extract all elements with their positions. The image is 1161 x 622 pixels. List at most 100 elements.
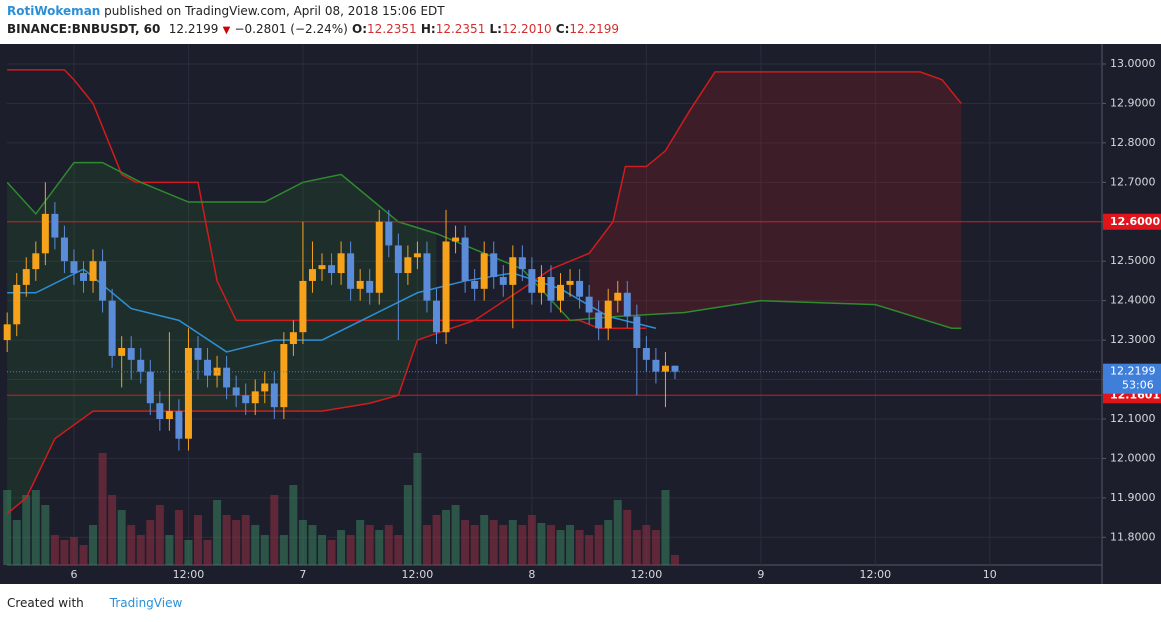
y-tick-label: 11.8000	[1110, 530, 1156, 543]
volume-bar	[575, 530, 584, 565]
volume-bar	[146, 520, 155, 565]
candle-body	[366, 280, 374, 293]
volume-bar	[127, 525, 136, 565]
candle-body	[289, 332, 297, 345]
volume-bar	[327, 540, 336, 565]
volume-bar	[232, 520, 241, 565]
down-arrow: ▼	[222, 25, 231, 36]
candle-body	[137, 359, 145, 372]
candle-body	[328, 265, 336, 274]
volume-bar	[184, 540, 193, 565]
candle-body	[623, 292, 631, 317]
candle-body	[671, 365, 679, 372]
y-tick-label: 12.7000	[1110, 175, 1156, 188]
volume-bar	[108, 495, 117, 565]
candle-body	[32, 253, 40, 270]
volume-bar	[461, 520, 470, 565]
candle-body	[499, 276, 507, 285]
candle-body	[299, 280, 307, 333]
volume-bar	[298, 520, 307, 565]
candle-body	[261, 383, 269, 392]
candle-body	[175, 411, 183, 439]
candle-body	[537, 276, 545, 293]
volume-bar	[174, 510, 183, 565]
candle-body	[80, 273, 88, 281]
candle-body	[337, 253, 345, 274]
volume-bar	[12, 520, 21, 565]
volume-bar	[279, 535, 288, 565]
candle-body	[308, 269, 316, 281]
candle-body	[480, 253, 488, 289]
ohlc-key: H:	[420, 22, 436, 36]
candle-body	[528, 269, 536, 293]
candle-body	[375, 221, 383, 293]
candle-body	[194, 347, 202, 360]
volume-bar	[203, 540, 212, 565]
volume-bar	[480, 515, 489, 565]
x-tick-label: 8	[528, 568, 535, 581]
volume-bar	[136, 535, 145, 565]
ohlc-key: C:	[555, 22, 570, 36]
ohlc-key: L:	[489, 22, 502, 36]
candle-body	[661, 365, 669, 372]
candle-body	[471, 280, 479, 289]
volume-bar	[537, 523, 546, 565]
volume-bar	[356, 520, 365, 565]
symbol-line: BINANCE:BNBUSDT, 60 12.2199 ▼ −0.2801 (−…	[7, 22, 619, 36]
candle-body	[165, 411, 173, 419]
ohlc-value: 12.2351	[435, 22, 486, 36]
candle-body	[432, 300, 440, 333]
candle-body	[557, 284, 565, 301]
volume-bar	[165, 535, 174, 565]
candle-body	[70, 261, 78, 274]
volume-bar	[518, 525, 527, 565]
ohlc: O:12.2351 H:12.2351 L:12.2010 C:12.2199	[352, 22, 619, 36]
published: published on TradingView.com, April 08, …	[104, 4, 445, 18]
candle-body	[118, 347, 126, 356]
indicator-line	[7, 69, 647, 330]
volume-bar	[3, 490, 12, 565]
y-tick-label: 11.9000	[1110, 491, 1156, 504]
volume-bar	[222, 515, 231, 565]
candle-body	[51, 213, 59, 238]
author[interactable]: RotiWokeman	[7, 4, 101, 18]
volume-bar	[451, 505, 460, 565]
volume-bar	[651, 530, 660, 565]
price-tag	[1103, 363, 1161, 394]
candle-body	[509, 257, 517, 285]
candle-body	[404, 257, 412, 274]
footer: Created with TradingView	[7, 596, 182, 610]
y-tick-label: 12.0000	[1110, 451, 1156, 464]
created: Created with	[7, 596, 84, 610]
volume-bar	[661, 490, 670, 565]
volume-bar	[556, 530, 565, 565]
volume-bar	[642, 525, 651, 565]
candle-body	[356, 280, 364, 289]
ohlc-value: 12.2351	[367, 22, 417, 36]
candle-body	[413, 253, 421, 258]
volume-bar	[337, 530, 346, 565]
background	[0, 44, 1161, 584]
price-tag	[1103, 213, 1161, 230]
volume-bar	[50, 535, 59, 565]
candle-body	[99, 261, 107, 301]
y-tick-label: 12.4000	[1110, 294, 1156, 307]
volume-bar	[508, 520, 517, 565]
brand[interactable]: TradingView	[109, 596, 183, 610]
ohlc-key: O:	[352, 22, 368, 36]
change: −0.2801 (−2.24%)	[234, 22, 348, 36]
volume-bar	[308, 525, 317, 565]
volume-bar	[470, 525, 479, 565]
volume-bar	[566, 525, 575, 565]
volume-bar	[527, 515, 536, 565]
volume-bar	[422, 525, 431, 565]
candle-body	[442, 241, 450, 333]
volume-bar	[594, 525, 603, 565]
header: RotiWokeman published on TradingView.com…	[0, 0, 1161, 44]
chart: 11.800011.900012.000012.100012.200012.30…	[0, 44, 1161, 584]
x-tick-label: 6	[70, 568, 77, 581]
candle-body	[604, 300, 612, 329]
x-tick-label: 7	[299, 568, 306, 581]
volume-bar	[289, 485, 298, 565]
